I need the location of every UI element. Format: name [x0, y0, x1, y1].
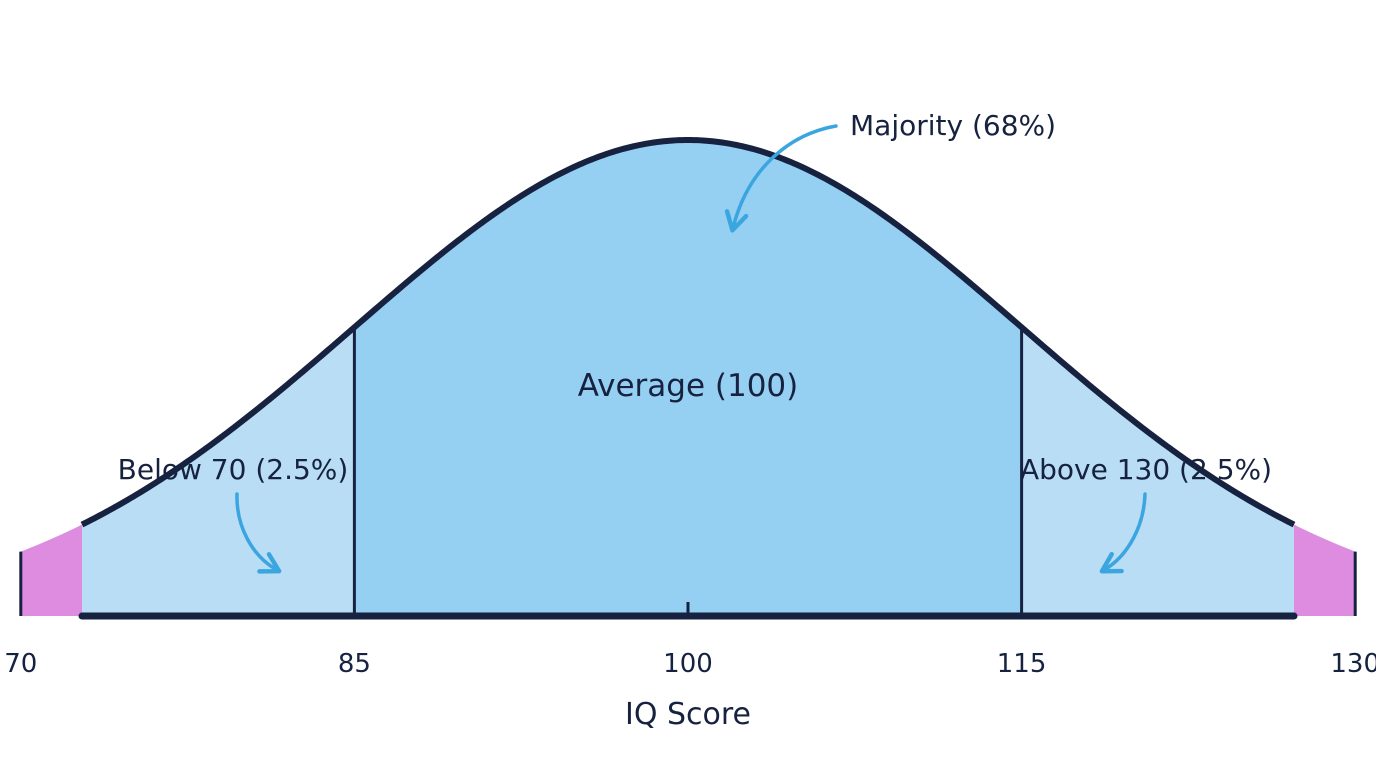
region-fill-85-115 [354, 140, 1022, 616]
x-axis-label: IQ Score [625, 697, 751, 732]
region-fill-40-70 [20, 524, 82, 616]
region-fill-115-130 [1021, 327, 1294, 616]
bell-curve-outline [80, 137, 1296, 528]
above-130-annotation-label: Above 130 (2.5%) [1020, 453, 1272, 486]
region-fill-70-85 [82, 327, 355, 616]
tick-label-85: 85 [338, 649, 371, 679]
x-tick-labels: 70 85 100 115 130 [4, 649, 1376, 679]
below-70-arrow-icon [235, 492, 282, 574]
majority-annotation-label: Majority (68%) [850, 109, 1056, 142]
distribution-regions [20, 140, 1356, 616]
tick-label-130: 130 [1330, 649, 1376, 679]
region-fill-130-160 [1294, 524, 1356, 616]
majority-arrow-icon [724, 124, 838, 233]
above-130-arrow-icon [1099, 492, 1147, 574]
tick-label-70: 70 [4, 649, 37, 679]
tick-label-115: 115 [997, 649, 1047, 679]
region-dividers [19, 327, 1357, 616]
average-label: Average (100) [578, 368, 799, 404]
tick-label-100: 100 [663, 649, 713, 679]
below-70-annotation-label: Below 70 (2.5%) [118, 453, 349, 486]
